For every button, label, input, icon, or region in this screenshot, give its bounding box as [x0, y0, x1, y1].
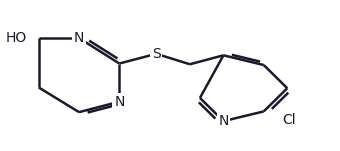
Text: N: N	[218, 114, 228, 128]
Text: Cl: Cl	[282, 113, 296, 127]
Text: HO: HO	[6, 31, 27, 45]
Text: S: S	[152, 47, 161, 61]
Text: N: N	[74, 31, 84, 45]
Text: N: N	[114, 95, 124, 109]
